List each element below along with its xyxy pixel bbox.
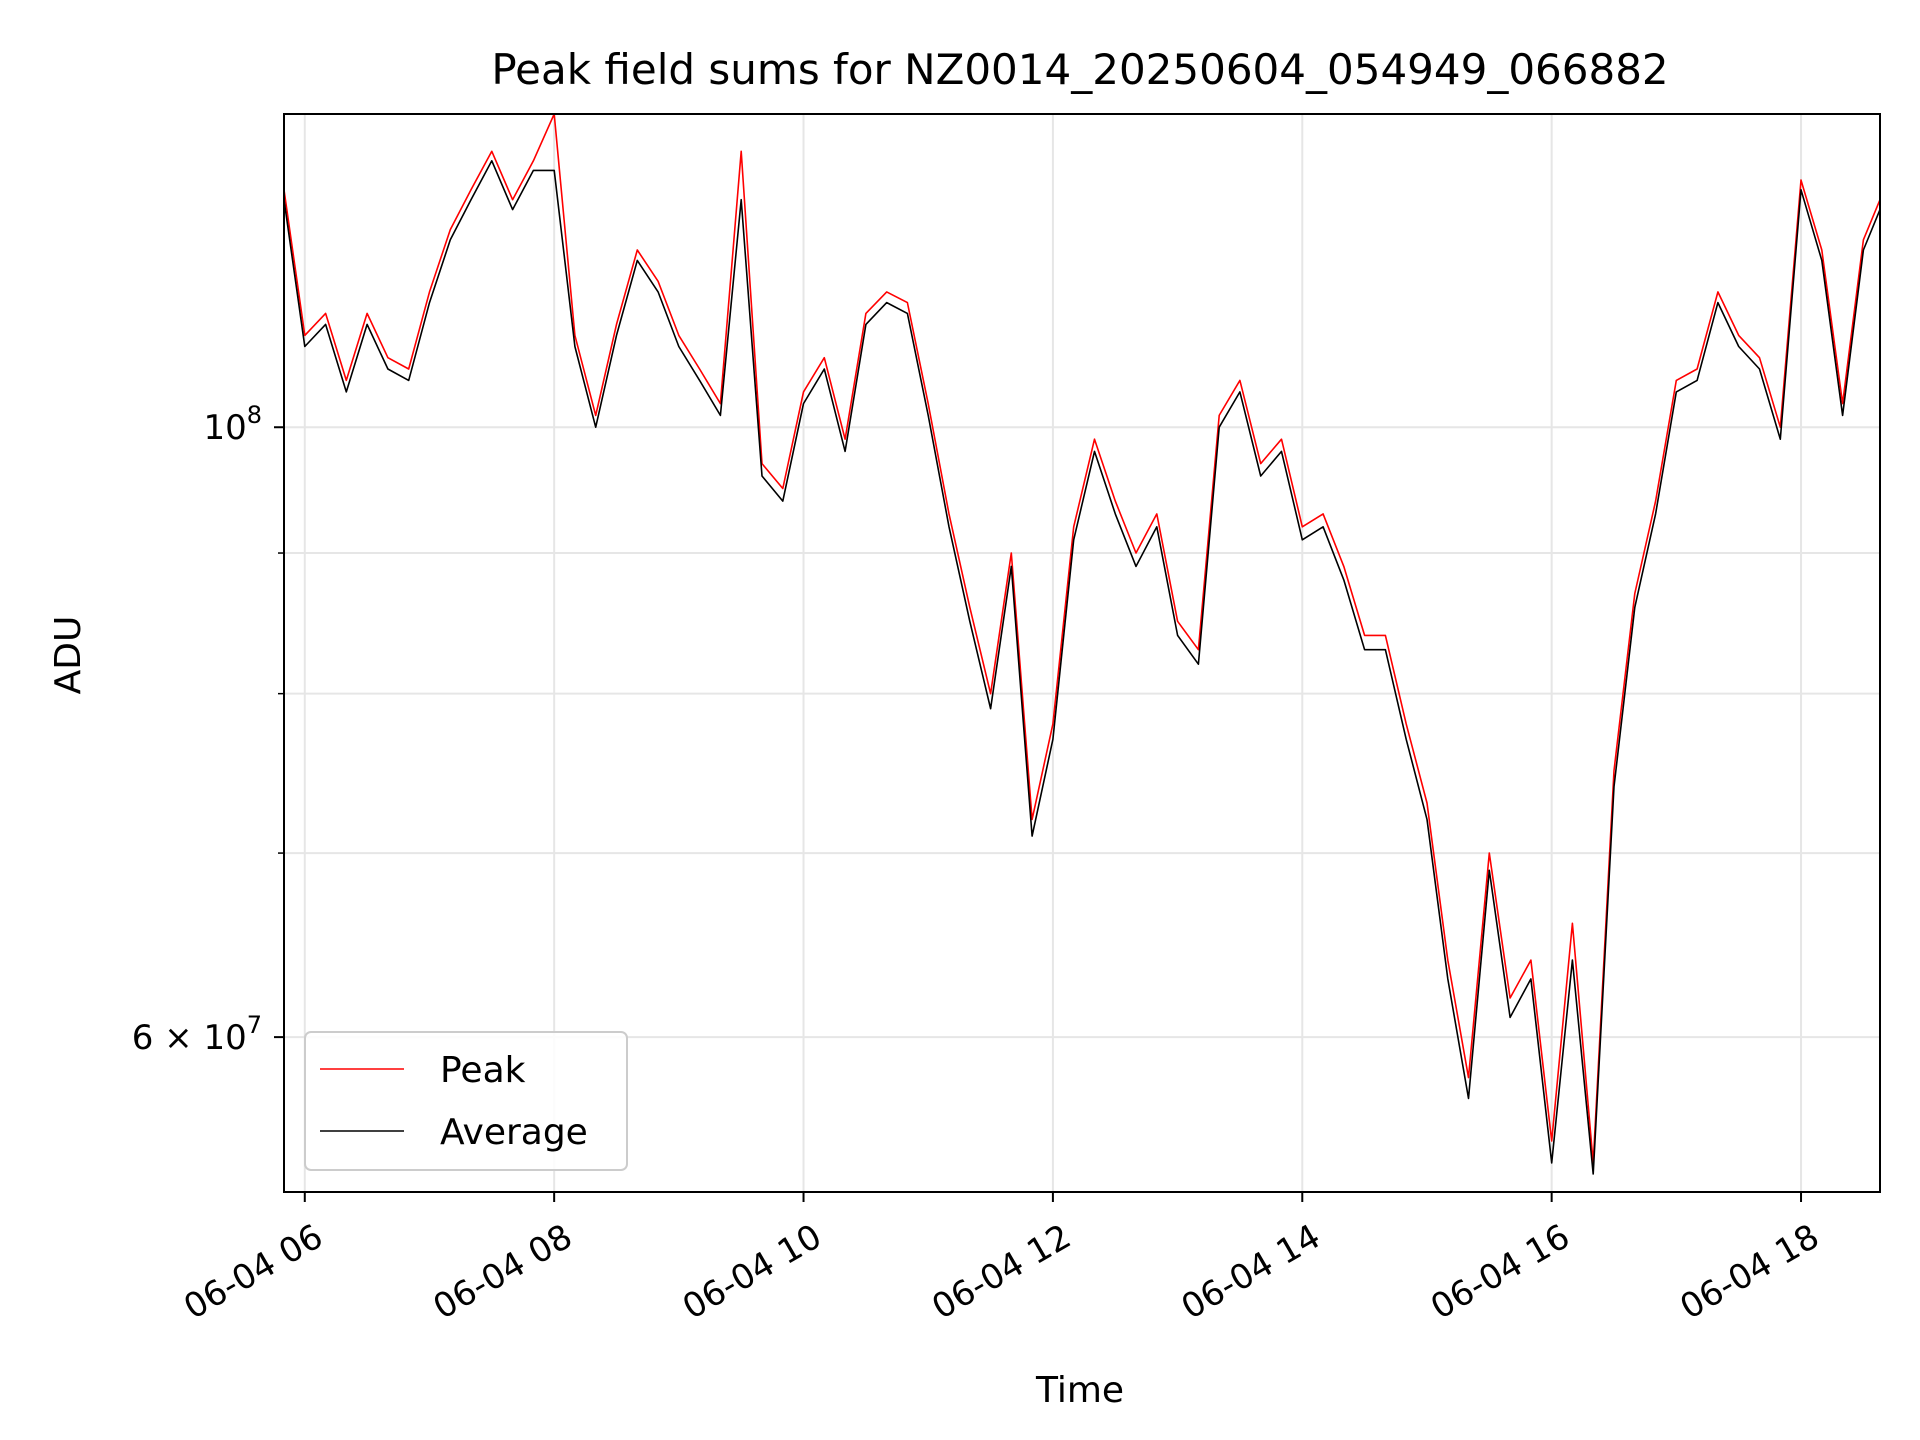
legend-box [304,1031,628,1171]
chart-title: Peak field sums for NZ0014_20250604_0549… [491,45,1668,94]
average-series-line [283,160,1881,1175]
peak-series-line [283,113,1881,1164]
y-tick-label: 108 [203,401,262,448]
legend-average-label: Average [440,1112,588,1153]
x-axis-label: Time [1035,1370,1124,1411]
legend: Peak Average [304,1031,628,1171]
y-tick-label: 6 × 107 [132,1011,262,1058]
series-layer [283,113,1881,1175]
grid-lines [284,114,1880,1192]
legend-peak-label: Peak [440,1050,526,1091]
y-axis-label: ADU [48,616,89,695]
y-axis: 6 × 107 108 [132,401,284,1058]
plot-frame [283,113,1881,1193]
